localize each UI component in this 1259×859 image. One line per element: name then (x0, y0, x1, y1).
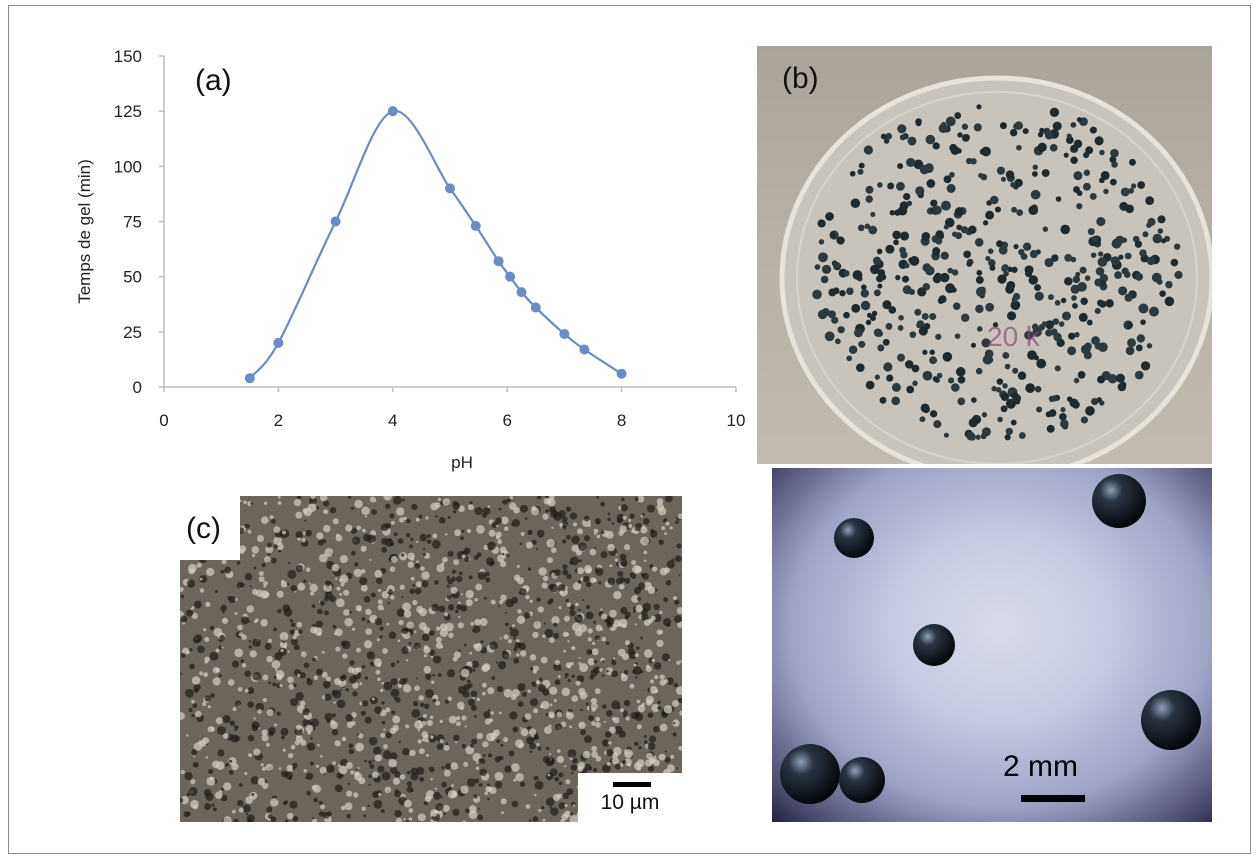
data-point (244, 373, 255, 384)
svg-text:20 k: 20 k (987, 321, 1041, 352)
scalebar-10um: 10 µm (578, 773, 682, 822)
y-tick-label: 100 (114, 157, 142, 176)
petri-dish-image: 20 k (779, 75, 1212, 464)
x-axis-label: pH (451, 453, 473, 472)
sem-texture (180, 496, 682, 822)
data-point (516, 287, 527, 298)
y-tick-label: 75 (123, 213, 142, 232)
panel-b-label: (b) (782, 62, 819, 95)
data-point (530, 302, 541, 313)
scalebar-10um-bar (613, 782, 651, 787)
y-tick-label: 150 (114, 47, 142, 66)
scalebar-2mm-label: 2 mm (1003, 750, 1078, 783)
y-tick-label: 50 (123, 268, 142, 287)
data-point (493, 256, 504, 267)
y-tick-label: 25 (123, 323, 142, 342)
beads-closeup-photo (772, 468, 1212, 822)
scalebar-2mm (1021, 795, 1085, 802)
x-tick-label: 8 (617, 411, 626, 430)
data-point (470, 220, 481, 231)
x-tick-label: 10 (727, 411, 746, 430)
sem-micrograph (180, 496, 682, 822)
x-tick-label: 4 (388, 411, 397, 430)
chart-axes (159, 55, 737, 392)
scalebar-10um-label: 10 µm (600, 791, 660, 814)
data-point (387, 106, 398, 117)
panel-a-label: (a) (195, 64, 232, 97)
data-point (330, 216, 341, 227)
panel-c-label: (c) (186, 512, 221, 545)
petri-dish-photo: 20 k (757, 46, 1212, 464)
series-points (244, 106, 627, 384)
x-tick-label: 6 (502, 411, 511, 430)
data-point (616, 368, 627, 379)
data-point (579, 344, 590, 355)
x-tick-label: 0 (159, 411, 168, 430)
y-axis-label: Temps de gel (min) (75, 159, 94, 304)
beads-closeup-image (780, 474, 1201, 804)
data-point (559, 329, 570, 340)
x-tick-label: 2 (274, 411, 283, 430)
y-tick-label: 0 (133, 378, 142, 397)
data-point (273, 337, 284, 348)
data-point (445, 183, 455, 194)
y-tick-label: 125 (114, 102, 142, 121)
data-point (505, 271, 516, 282)
